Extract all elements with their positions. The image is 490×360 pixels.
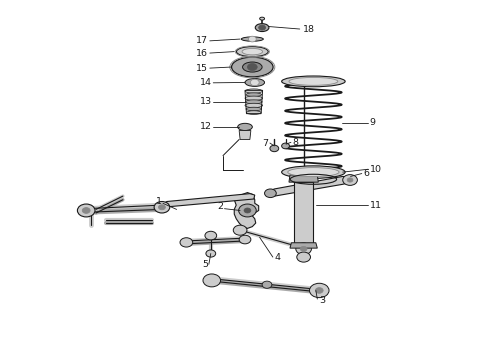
Ellipse shape [245,103,263,108]
Text: 10: 10 [369,165,382,174]
Polygon shape [234,193,259,228]
Circle shape [259,25,266,30]
Polygon shape [269,176,352,196]
Text: 16: 16 [196,49,208,58]
Ellipse shape [282,76,345,87]
Ellipse shape [288,168,339,177]
Ellipse shape [246,93,262,96]
Ellipse shape [238,123,252,131]
Text: 17: 17 [196,36,208,45]
Circle shape [159,205,165,210]
Circle shape [154,202,170,213]
Text: 7: 7 [263,139,269,148]
Circle shape [248,36,256,42]
Circle shape [265,189,276,198]
Circle shape [250,79,259,86]
Ellipse shape [289,77,338,85]
Circle shape [300,246,307,251]
Circle shape [297,252,311,262]
Text: 9: 9 [369,118,376,127]
Circle shape [205,231,217,240]
Polygon shape [239,131,251,139]
Circle shape [206,250,216,257]
Ellipse shape [243,62,262,72]
Ellipse shape [245,100,262,104]
Text: 18: 18 [303,25,315,34]
Polygon shape [294,182,314,243]
Ellipse shape [242,48,263,55]
Circle shape [270,145,279,152]
Ellipse shape [242,37,263,41]
Ellipse shape [255,24,269,32]
Text: 3: 3 [319,296,325,305]
Ellipse shape [260,17,265,20]
Ellipse shape [245,78,265,86]
Circle shape [247,63,257,71]
Circle shape [310,283,329,298]
Circle shape [316,288,323,293]
Text: 11: 11 [369,201,382,210]
Ellipse shape [245,89,262,93]
Circle shape [343,175,357,185]
Text: 6: 6 [363,169,369,178]
Circle shape [296,243,312,255]
Ellipse shape [237,46,268,57]
Text: 2: 2 [218,202,223,211]
Circle shape [347,178,353,182]
Circle shape [180,238,193,247]
Circle shape [233,225,247,235]
Ellipse shape [282,166,345,179]
Circle shape [282,143,290,149]
Circle shape [239,204,256,217]
Text: 1: 1 [156,197,162,206]
Ellipse shape [246,111,261,114]
Text: 5: 5 [202,260,208,269]
Polygon shape [290,243,318,248]
Text: 4: 4 [274,253,280,262]
Ellipse shape [245,96,263,100]
Circle shape [77,204,95,217]
Ellipse shape [232,57,273,77]
Circle shape [244,208,251,213]
Text: 8: 8 [293,138,298,147]
Text: 12: 12 [200,122,212,131]
Circle shape [262,281,272,288]
Circle shape [239,235,251,244]
Circle shape [82,208,90,213]
Ellipse shape [246,107,262,111]
Text: 15: 15 [196,64,208,73]
Polygon shape [162,194,255,209]
Polygon shape [289,175,318,182]
Circle shape [203,274,220,287]
Text: 13: 13 [199,97,212,106]
Text: 14: 14 [200,78,212,87]
